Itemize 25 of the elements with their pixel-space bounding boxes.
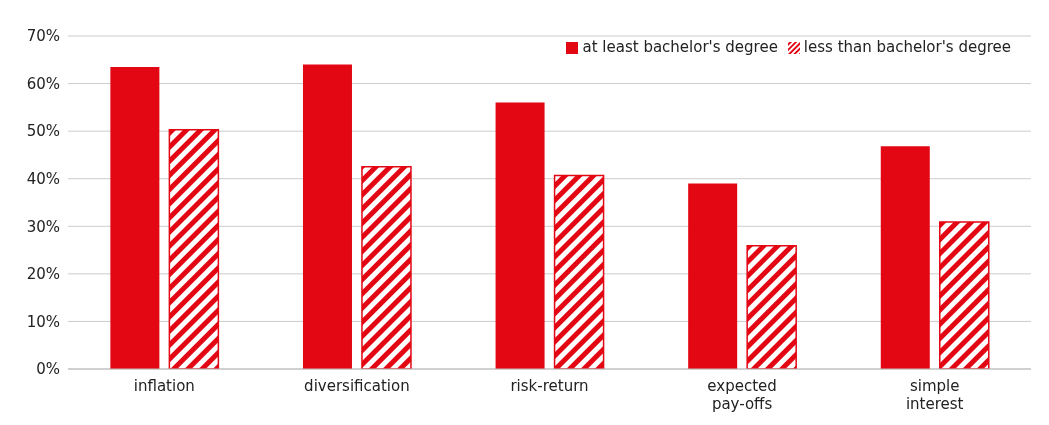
y-tick-label: 30% [26,217,60,236]
bar [168,128,220,369]
x-tick-label: expected pay-offs [707,377,777,413]
y-tick-label: 40% [26,170,60,189]
bar [553,174,605,369]
y-tick-label: 70% [26,27,60,46]
x-tick-label: simple interest [905,377,964,413]
y-tick-label: 20% [26,265,60,284]
x-tick-label: inflation [133,377,195,395]
bar [688,183,738,369]
bar [361,166,412,369]
bar [110,66,160,369]
bar [495,102,545,369]
bar [746,245,797,369]
legend-label: at least bachelor's degree [582,38,778,56]
bar [880,146,930,369]
bar [939,221,990,369]
x-tick-label: diversification [304,377,410,395]
y-tick-label: 50% [26,122,60,141]
legend-label: less than bachelor's degree [803,38,1011,56]
bar [302,64,352,369]
y-tick-label: 60% [26,74,60,93]
y-tick-label: 0% [36,360,60,379]
x-tick-label: risk-return [510,377,589,395]
y-tick-label: 10% [26,312,60,331]
